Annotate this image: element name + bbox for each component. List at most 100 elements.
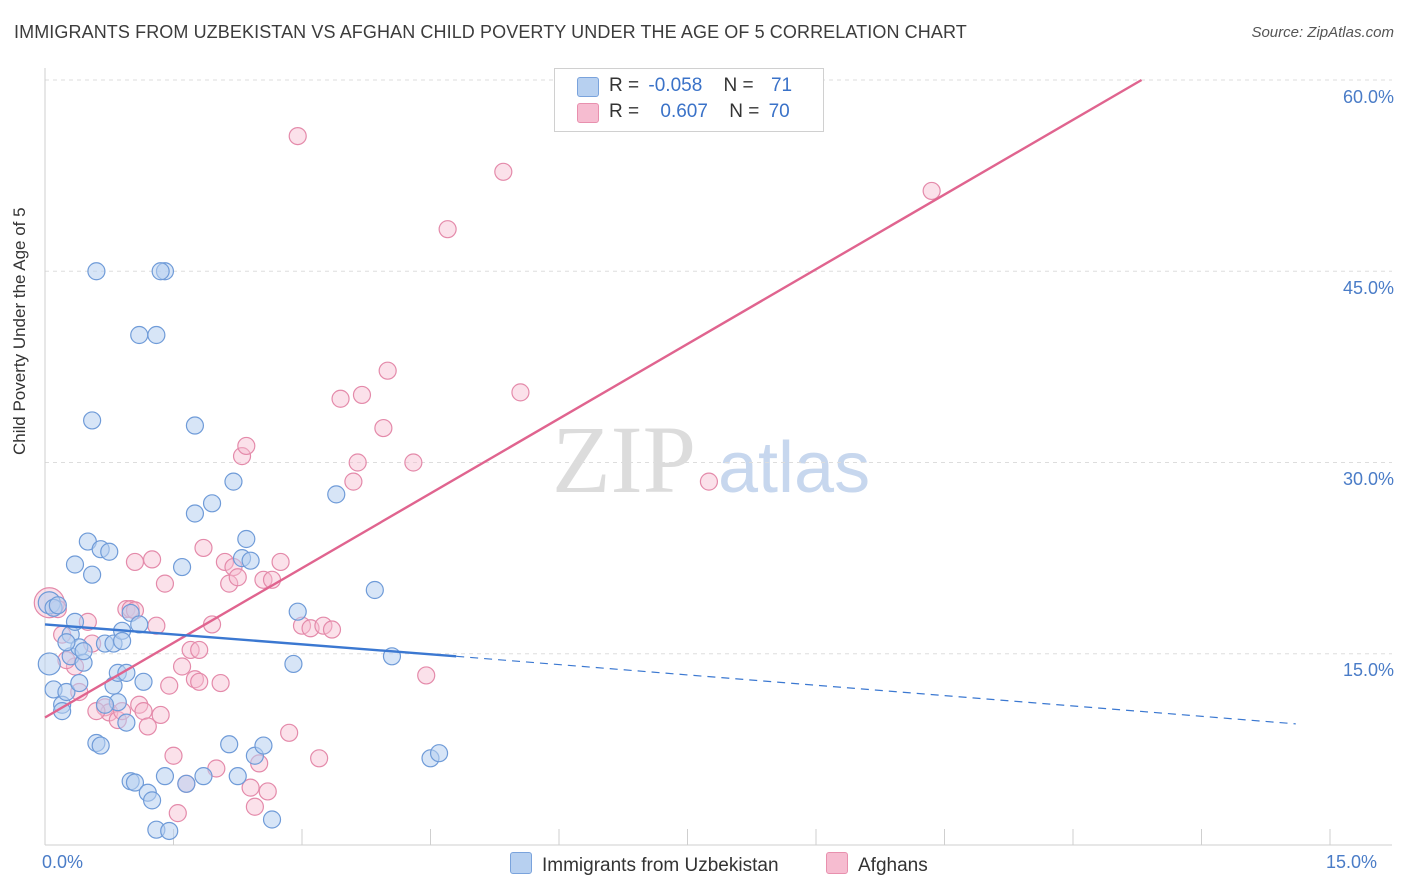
uzbekistan-point <box>57 633 76 652</box>
correlation-legend: R = -0.058 N = 71 R = 0.607 N = 70 <box>554 68 824 132</box>
bottom-legend-label: Afghans <box>858 855 928 876</box>
afghans-point <box>211 673 230 693</box>
legend-r-label: R = <box>609 101 640 122</box>
watermark-zip: ZIP <box>552 406 696 513</box>
afghans-point <box>258 782 277 801</box>
uzbekistan-point <box>91 736 110 755</box>
afghans-point <box>494 162 513 181</box>
uzbekistan-point <box>185 416 205 435</box>
uzbekistan-trend-extension <box>456 655 1296 725</box>
afghans-point <box>314 616 333 635</box>
uzbekistan-point <box>100 542 119 561</box>
afghans-point <box>374 418 393 438</box>
legend-n-label: N = <box>723 75 754 96</box>
chart-title: IMMIGRANTS FROM UZBEKISTAN VS AFGHAN CHI… <box>14 22 967 42</box>
uzbekistan-point <box>365 580 384 600</box>
trend-lines <box>44 78 1296 725</box>
uzbekistan-point <box>147 325 166 345</box>
uzbekistan-point <box>151 262 170 281</box>
legend-r-label: R = <box>609 75 640 96</box>
afghans-point <box>164 746 183 765</box>
afghans-point <box>168 804 187 823</box>
y-tick-label: 15.0% <box>1342 660 1394 680</box>
afghans-point <box>352 385 372 405</box>
afghans-point <box>348 453 367 472</box>
source-label: Source: ZipAtlas.com <box>1251 24 1394 41</box>
uzbekistan-point <box>155 767 175 786</box>
uzbekistan-point <box>48 596 67 615</box>
afghans-point <box>155 574 175 593</box>
uzbekistan-point <box>202 494 222 513</box>
legend-swatch-pink <box>577 103 599 123</box>
uzbekistan-point <box>228 767 247 786</box>
uzbekistan-point <box>220 735 239 754</box>
bottom-legend-label: Immigrants from Uzbekistan <box>542 855 779 876</box>
uzbekistan-point <box>160 821 179 841</box>
legend-n-value: 70 <box>768 101 790 122</box>
uzbekistan-point <box>70 673 89 693</box>
afghans-point <box>699 472 719 491</box>
afghans-point <box>280 723 299 742</box>
afghans-point <box>160 676 179 695</box>
uzbekistan-trend-line <box>44 623 457 658</box>
x-tick-label: 15.0% <box>1326 852 1378 872</box>
afghans-point <box>134 702 153 721</box>
afghans-point <box>417 666 436 685</box>
uzbekistan-point <box>224 472 243 491</box>
uzbekistan-point <box>327 485 346 504</box>
watermark-atlas: atlas <box>718 428 870 508</box>
afghans-point <box>404 453 423 472</box>
legend-r-value: 0.607 <box>660 101 708 122</box>
bottom-legend-uzbekistan: Immigrants from Uzbekistan <box>510 852 779 877</box>
uzbekistan-point <box>65 555 85 574</box>
bottom-legend-swatch-blue <box>510 852 532 874</box>
afghans-trend-line <box>44 78 1143 719</box>
afghans-point <box>194 538 213 558</box>
legend-n-label: N = <box>729 101 760 122</box>
afghans-point <box>125 552 145 572</box>
uzbekistan-point <box>241 551 260 570</box>
afghans-point <box>237 436 256 456</box>
uzbekistan-point <box>288 602 307 621</box>
uzbekistan-point <box>185 504 205 523</box>
afghans-point <box>228 568 247 587</box>
uzbekistan-point <box>134 672 153 691</box>
afghans-point <box>331 389 350 408</box>
afghans-point <box>310 749 329 768</box>
uzbekistan-point <box>284 654 303 674</box>
x-tick-label: 0.0% <box>42 852 84 872</box>
uzbekistan-point <box>130 325 149 345</box>
uzbekistan-point <box>95 695 115 714</box>
afghans-point <box>438 220 457 239</box>
uzbekistan-point <box>172 557 192 577</box>
gridlines <box>45 79 1392 655</box>
uzbekistan-point <box>87 262 106 281</box>
uzbekistan-point <box>177 774 196 793</box>
uzbekistan-point <box>83 411 102 430</box>
uzbekistan-point <box>83 565 102 584</box>
legend-swatch-blue <box>577 77 599 97</box>
y-tick-label: 60.0% <box>1342 87 1394 107</box>
afghans-point <box>922 181 941 201</box>
afghans-points <box>33 127 941 823</box>
afghans-point <box>190 672 209 691</box>
uzbekistan-point <box>429 744 449 763</box>
afghans-point <box>511 383 530 402</box>
afghans-point <box>151 705 170 725</box>
uzbekistan-point <box>57 682 76 702</box>
axes <box>44 68 1392 846</box>
afghans-point <box>322 620 342 639</box>
uzbekistan-point <box>37 652 61 676</box>
afghans-point <box>378 361 397 380</box>
uzbekistan-point <box>125 773 145 792</box>
afghans-point <box>215 552 234 572</box>
y-tick-label: 45.0% <box>1342 278 1394 298</box>
uzbekistan-point <box>142 791 162 810</box>
uzbekistan-point <box>74 642 93 661</box>
afghans-point <box>142 550 162 569</box>
bottom-legend-swatch-pink <box>826 852 848 874</box>
afghans-point <box>190 640 209 660</box>
uzbekistan-point <box>112 631 132 651</box>
uzbekistan-point <box>237 529 256 549</box>
